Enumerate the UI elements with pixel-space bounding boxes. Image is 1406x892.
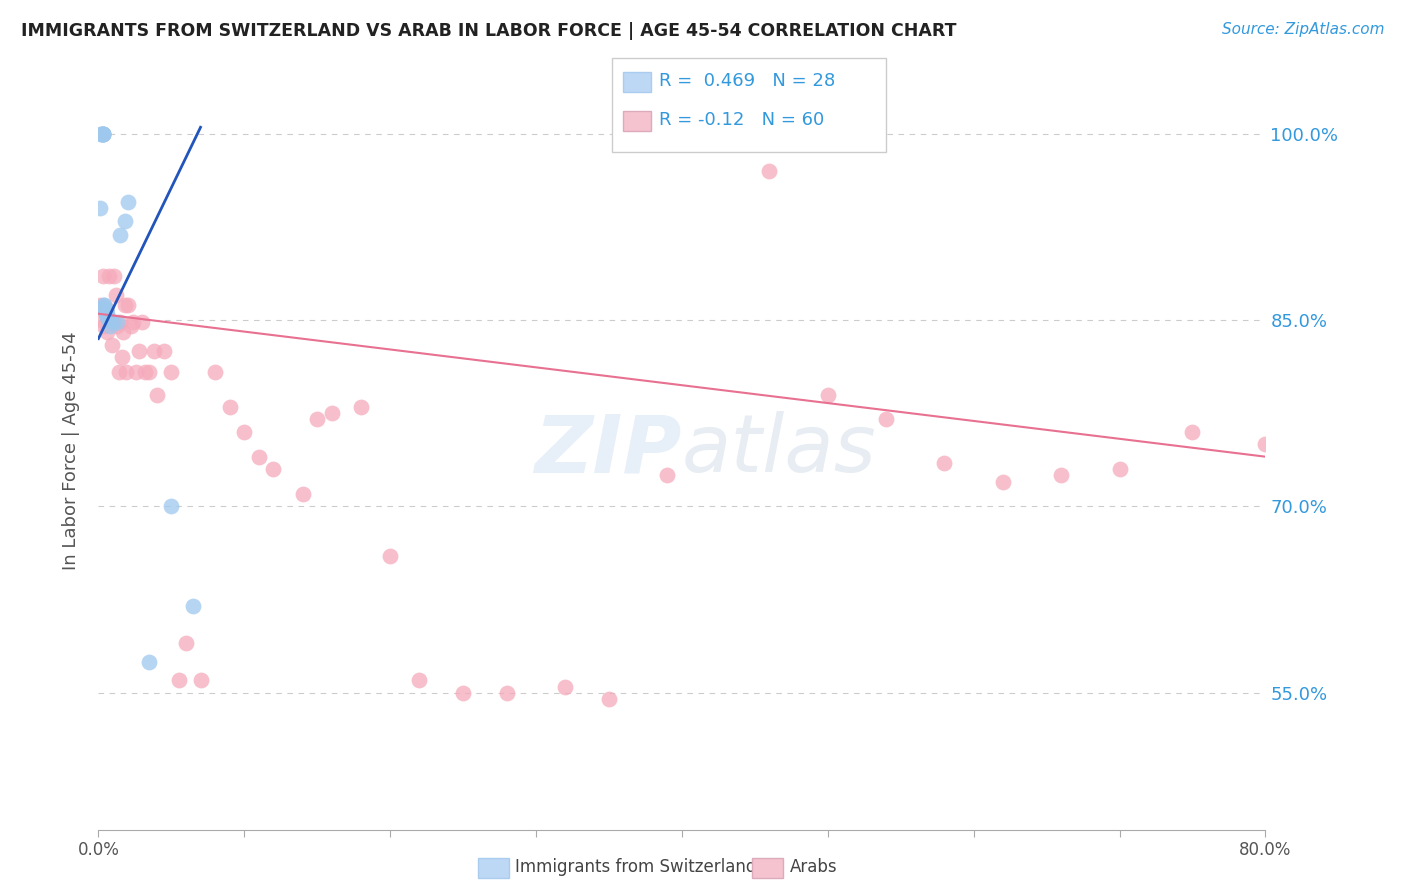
Point xyxy=(93,301,115,315)
Point xyxy=(110,315,132,329)
Point xyxy=(451,686,474,700)
Point xyxy=(114,298,136,312)
Point xyxy=(89,298,111,312)
Point xyxy=(321,406,343,420)
Point xyxy=(247,450,270,464)
Point xyxy=(1050,468,1073,483)
Point xyxy=(93,298,115,312)
Point xyxy=(934,456,956,470)
Point xyxy=(167,673,190,688)
Point xyxy=(90,127,112,141)
Y-axis label: In Labor Force | Age 45-54: In Labor Force | Age 45-54 xyxy=(62,331,80,570)
Point xyxy=(97,313,120,327)
Point xyxy=(101,315,124,329)
Point xyxy=(1108,462,1130,476)
Point xyxy=(96,310,118,325)
Point xyxy=(496,686,519,700)
Point xyxy=(134,365,156,379)
Point xyxy=(93,319,115,334)
Point xyxy=(1181,425,1204,439)
Point xyxy=(117,298,139,312)
Point xyxy=(93,301,115,315)
Point xyxy=(91,127,114,141)
Point xyxy=(115,365,138,379)
Point xyxy=(114,213,136,227)
Text: IMMIGRANTS FROM SWITZERLAND VS ARAB IN LABOR FORCE | AGE 45-54 CORRELATION CHART: IMMIGRANTS FROM SWITZERLAND VS ARAB IN L… xyxy=(21,22,956,40)
Point xyxy=(153,344,176,359)
Point xyxy=(181,599,204,613)
Point xyxy=(96,307,118,321)
Point xyxy=(94,303,117,318)
Point xyxy=(117,194,139,209)
Text: R = -0.12   N = 60: R = -0.12 N = 60 xyxy=(659,112,825,129)
Point xyxy=(554,680,576,694)
Text: Immigrants from Switzerland: Immigrants from Switzerland xyxy=(515,858,756,876)
Point xyxy=(307,412,329,426)
Point xyxy=(94,307,117,321)
Point xyxy=(160,500,183,514)
Text: ZIP: ZIP xyxy=(534,411,682,490)
Point xyxy=(160,365,183,379)
Point xyxy=(408,673,430,688)
Text: R =  0.469   N = 28: R = 0.469 N = 28 xyxy=(659,72,835,90)
Point xyxy=(104,288,127,302)
Point xyxy=(174,636,197,650)
Point xyxy=(1254,437,1277,451)
Point xyxy=(98,319,121,334)
Point xyxy=(142,344,165,359)
Point xyxy=(93,298,115,312)
Point xyxy=(817,387,839,401)
Point xyxy=(90,313,112,327)
Point xyxy=(657,468,679,483)
Point xyxy=(90,127,112,141)
Point xyxy=(103,269,125,284)
Point xyxy=(758,163,780,178)
Point xyxy=(98,313,121,327)
Point xyxy=(138,365,160,379)
Point xyxy=(97,269,120,284)
Point xyxy=(350,400,373,414)
Point xyxy=(218,400,240,414)
Point xyxy=(146,387,169,401)
Point xyxy=(94,303,117,318)
Point xyxy=(96,326,118,340)
Point xyxy=(91,127,114,141)
Point xyxy=(91,269,114,284)
Point xyxy=(262,462,284,476)
Point xyxy=(89,201,111,215)
Point xyxy=(122,315,145,329)
Point xyxy=(120,319,142,334)
Text: Arabs: Arabs xyxy=(790,858,838,876)
Point xyxy=(111,350,134,364)
Point xyxy=(190,673,212,688)
Point xyxy=(291,487,314,501)
Point xyxy=(204,365,226,379)
Point xyxy=(101,315,124,329)
Point xyxy=(91,127,114,141)
Point xyxy=(138,655,160,669)
Point xyxy=(100,338,122,352)
Text: Source: ZipAtlas.com: Source: ZipAtlas.com xyxy=(1222,22,1385,37)
Point xyxy=(94,303,117,318)
Point xyxy=(875,412,897,426)
Point xyxy=(991,475,1014,489)
Point xyxy=(108,365,131,379)
Point xyxy=(91,127,114,141)
Point xyxy=(105,315,128,329)
Point xyxy=(598,692,620,706)
Point xyxy=(125,365,148,379)
Point xyxy=(131,315,153,329)
Point xyxy=(94,301,117,315)
Point xyxy=(700,127,723,141)
Point xyxy=(105,319,128,334)
Point xyxy=(128,344,150,359)
Text: atlas: atlas xyxy=(682,411,877,490)
Point xyxy=(110,228,132,243)
Point xyxy=(233,425,256,439)
Point xyxy=(91,127,114,141)
Point xyxy=(112,326,135,340)
Point xyxy=(380,549,402,563)
